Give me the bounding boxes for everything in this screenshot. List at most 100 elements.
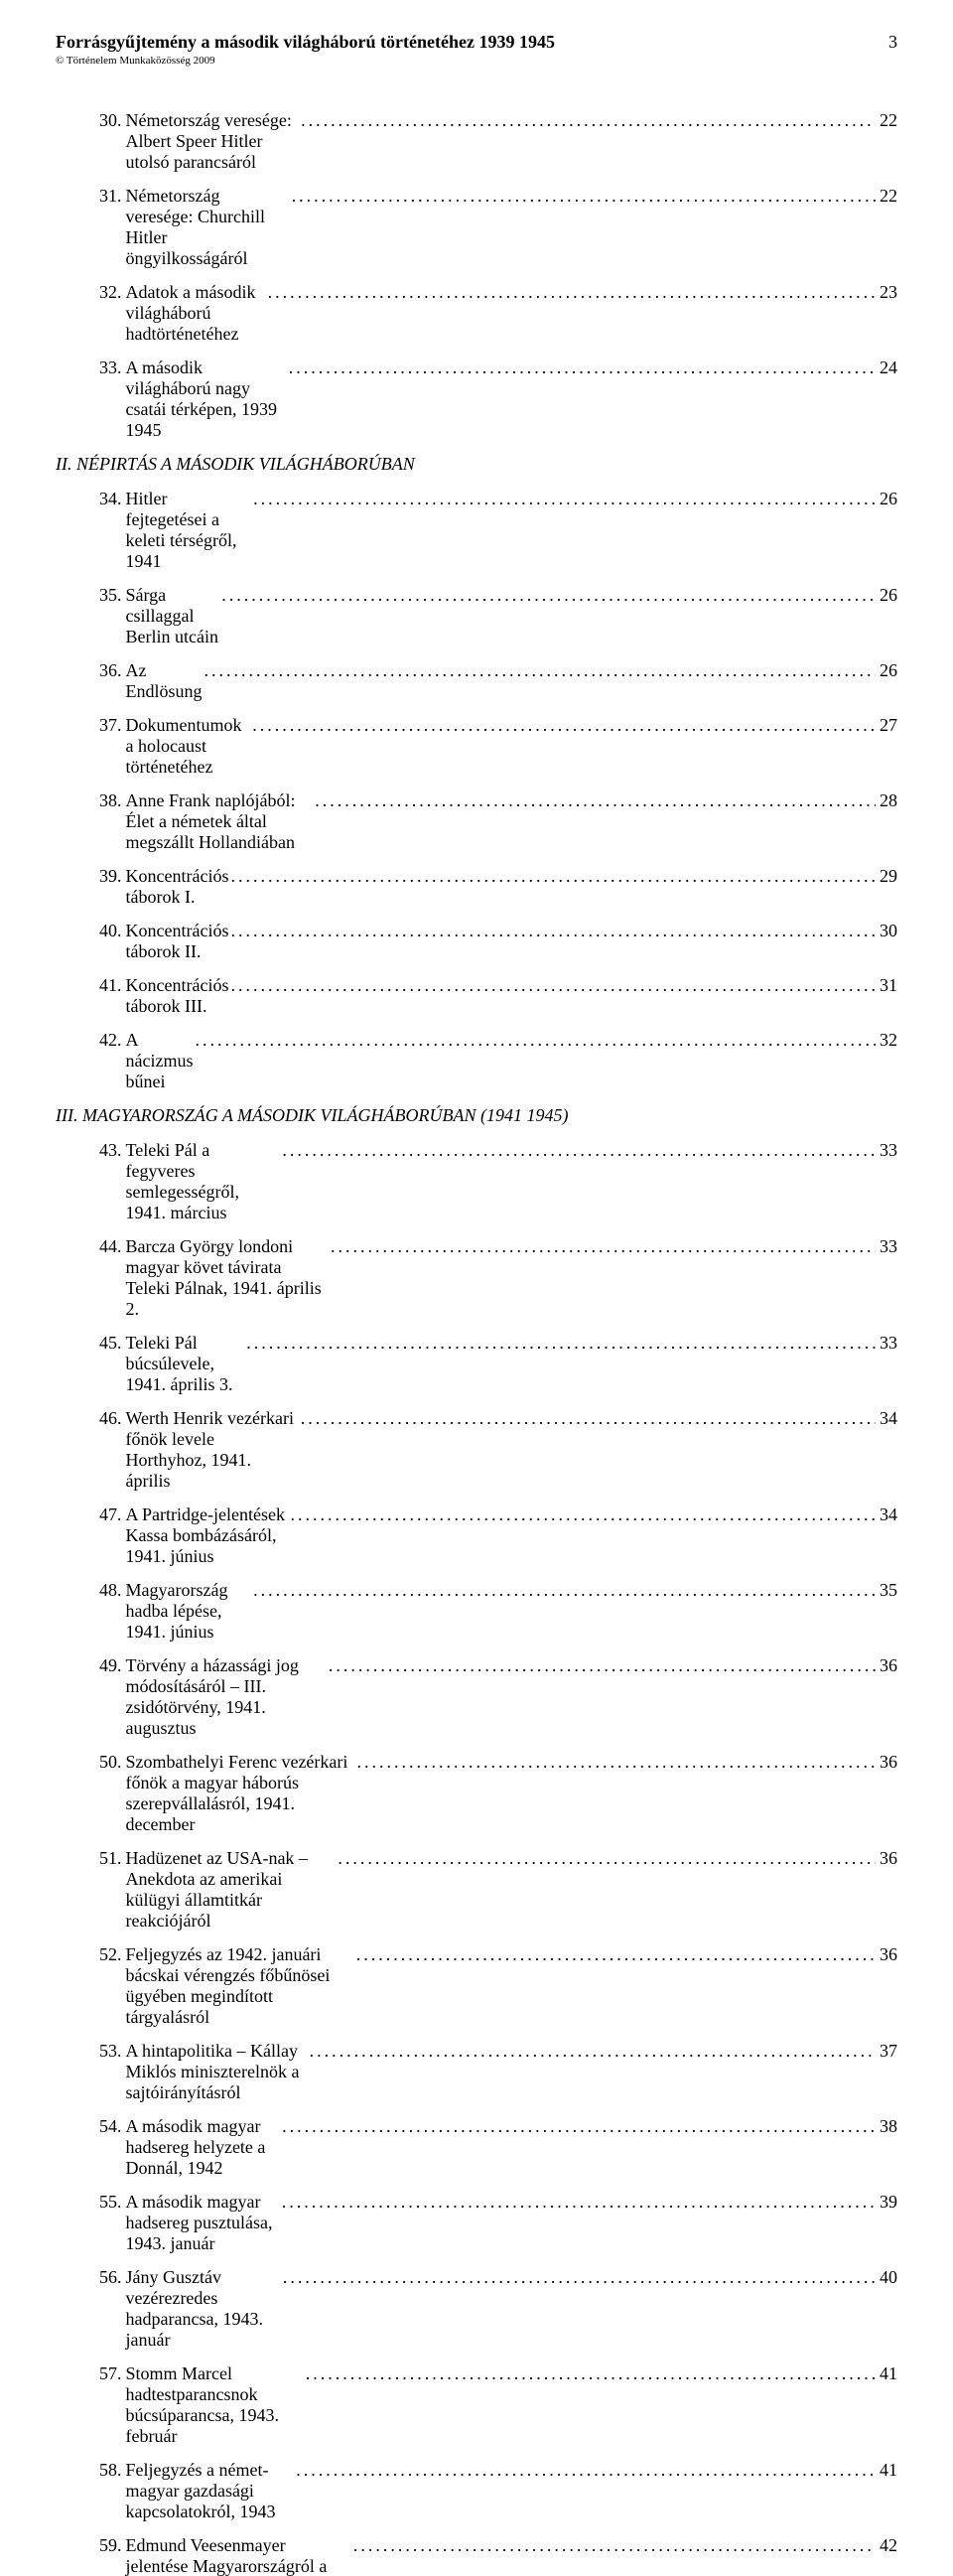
- toc-entry: 32.Adatok a második világháború hadtörté…: [56, 282, 897, 345]
- toc-entry-number: 41.: [99, 975, 122, 996]
- toc-leader-dots: ........................................…: [244, 1333, 876, 1354]
- toc-entry-text: Koncentrációs táborok III.: [126, 975, 229, 1017]
- toc-entry-page: 35: [876, 1580, 897, 1601]
- page-number: 3: [888, 32, 897, 53]
- toc-entry-page: 34: [876, 1408, 897, 1429]
- toc-entry-text: A második magyar hadsereg pusztulása, 19…: [126, 2192, 280, 2254]
- toc-entry: 52.Feljegyzés az 1942. januári bácskai v…: [56, 1944, 897, 2028]
- toc-entry-number: 34.: [99, 489, 122, 509]
- toc-leader-dots: ........................................…: [290, 186, 876, 207]
- toc-entry-number: 57.: [99, 2363, 122, 2384]
- toc-entry-text: Szombathelyi Ferenc vezérkari főnök a ma…: [126, 1752, 355, 1835]
- toc-leader-dots: ........................................…: [193, 1030, 876, 1051]
- toc-entry: 48.Magyarország hadba lépése, 1941. júni…: [56, 1580, 897, 1643]
- toc-entry-page: 31: [876, 975, 897, 996]
- toc-entry-number: 43.: [99, 1140, 122, 1161]
- toc-leader-dots: ........................................…: [299, 110, 876, 131]
- page-header: Forrásgyűjtemény a második világháború t…: [56, 32, 897, 53]
- toc-entry-number: 31.: [99, 186, 122, 207]
- toc-entry-page: 39: [876, 2192, 897, 2213]
- toc-leader-dots: ........................................…: [203, 660, 877, 681]
- toc-entry-text: Hadüzenet az USA-nak – Anekdota az ameri…: [126, 1848, 337, 1932]
- toc-entry-page: 32: [876, 1030, 897, 1051]
- toc-leader-dots: ........................................…: [250, 715, 876, 736]
- toc-leader-dots: ........................................…: [336, 1848, 876, 1869]
- toc-entry-text: Koncentrációs táborok I.: [126, 866, 229, 908]
- toc-entry: 39.Koncentrációs táborok I. ............…: [56, 866, 897, 908]
- toc-entry-text: A hintapolitika – Kállay Miklós miniszte…: [126, 2041, 308, 2103]
- toc-entry-page: 29: [876, 866, 897, 887]
- toc-leader-dots: ........................................…: [351, 2535, 876, 2556]
- toc-entry: 31.Németország veresége: Churchill Hitle…: [56, 186, 897, 269]
- toc-leader-dots: ........................................…: [228, 866, 876, 887]
- toc-entry-page: 40: [876, 2267, 897, 2288]
- toc-entry-page: 36: [876, 1752, 897, 1773]
- toc-entry-number: 55.: [99, 2192, 122, 2213]
- toc-entry-page: 41: [876, 2363, 897, 2384]
- toc-entry-number: 35.: [99, 585, 122, 606]
- toc-entry-page: 22: [876, 110, 897, 131]
- toc-leader-dots: ........................................…: [308, 2041, 876, 2062]
- toc-entry-text: Teleki Pál búcsúlevele, 1941. április 3.: [126, 1333, 245, 1395]
- toc-entry-number: 54.: [99, 2116, 122, 2137]
- toc-entry-page: 42: [876, 2535, 897, 2556]
- toc-entry-number: 46.: [99, 1408, 122, 1429]
- toc-entry-number: 51.: [99, 1848, 122, 1869]
- toc-entry-text: Anne Frank naplójából: Élet a németek ál…: [126, 790, 314, 853]
- toc-entry-page: 36: [876, 1944, 897, 1965]
- toc-entry: 42.A nácizmus bűnei.....................…: [56, 1030, 897, 1092]
- toc-entry-page: 23: [876, 282, 897, 303]
- toc-entry-text: Adatok a második világháború hadtörténet…: [126, 282, 266, 345]
- toc-entry: 41.Koncentrációs táborok III. ..........…: [56, 975, 897, 1017]
- toc-entry-text: Koncentrációs táborok II.: [126, 921, 229, 962]
- toc-entry-number: 45.: [99, 1333, 122, 1354]
- toc-leader-dots: ........................................…: [251, 489, 876, 509]
- toc-leader-dots: ........................................…: [281, 2267, 876, 2288]
- toc-entry: 49.Törvény a házassági jog módosításáról…: [56, 1655, 897, 1739]
- toc-entry: 35.Sárga csillaggal Berlin utcáin.......…: [56, 585, 897, 647]
- header-title: Forrásgyűjtemény a második világháború t…: [56, 32, 555, 53]
- toc-entry: 56.Jány Gusztáv vezérezredes hadparancsa…: [56, 2267, 897, 2351]
- toc-entry-number: 50.: [99, 1752, 122, 1773]
- toc-entry: 34.Hitler fejtegetései a keleti térségrő…: [56, 489, 897, 572]
- toc-entry-text: A második világháború nagy csatái térkép…: [126, 358, 287, 441]
- toc-leader-dots: ........................................…: [280, 2116, 876, 2137]
- toc-leader-dots: ........................................…: [228, 921, 876, 941]
- toc-entry-number: 39.: [99, 866, 122, 887]
- toc-entry-text: A nácizmus bűnei: [126, 1030, 194, 1092]
- toc-entry-number: 36.: [99, 660, 122, 681]
- toc-entry-text: Feljegyzés az 1942. januári bácskai vére…: [126, 1944, 354, 2028]
- toc-entry-page: 33: [876, 1236, 897, 1257]
- toc-entry-page: 26: [876, 660, 897, 681]
- toc-section-text: II. NÉPIRTÁS A MÁSODIK VILÁGHÁBORÚBAN: [56, 454, 897, 475]
- toc-entry-text: Sárga csillaggal Berlin utcáin: [126, 585, 220, 647]
- toc-entry-page: 26: [876, 585, 897, 606]
- toc-entry: 51.Hadüzenet az USA-nak – Anekdota az am…: [56, 1848, 897, 1932]
- toc-entry-number: 59.: [99, 2535, 122, 2556]
- toc-leader-dots: ........................................…: [219, 585, 876, 606]
- toc-entry-page: 34: [876, 1504, 897, 1525]
- toc-entry: 40.Koncentrációs táborok II. ...........…: [56, 921, 897, 962]
- toc-entry-text: Stomm Marcel hadtestparancsnok búcsúpara…: [126, 2363, 304, 2447]
- toc-entry-number: 32.: [99, 282, 122, 303]
- toc-entry: 55.A második magyar hadsereg pusztulása,…: [56, 2192, 897, 2254]
- toc-entry-number: 30.: [99, 110, 122, 131]
- toc-section-heading: III. MAGYARORSZÁG A MÁSODIK VILÁGHÁBORÚB…: [56, 1105, 897, 1126]
- toc-entry: 53.A hintapolitika – Kállay Miklós minis…: [56, 2041, 897, 2103]
- toc-leader-dots: ........................................…: [304, 2363, 876, 2384]
- toc-entry-page: 28: [876, 790, 897, 811]
- toc-entry-text: Magyarország hadba lépése, 1941. június: [126, 1580, 252, 1643]
- toc-leader-dots: ........................................…: [294, 2460, 876, 2481]
- toc-entry: 57.Stomm Marcel hadtestparancsnok búcsúp…: [56, 2363, 897, 2447]
- toc-entry-page: 36: [876, 1848, 897, 1869]
- toc-entry-page: 27: [876, 715, 897, 736]
- toc-leader-dots: ........................................…: [313, 790, 876, 811]
- toc-entry-text: Az Endlösung: [126, 660, 203, 702]
- toc-entry-page: 38: [876, 2116, 897, 2137]
- toc-entry-text: Hitler fejtegetései a keleti térségről, …: [126, 489, 252, 572]
- toc-entry-number: 38.: [99, 790, 122, 811]
- toc-entry-number: 47.: [99, 1504, 122, 1525]
- toc-entry-page: 33: [876, 1140, 897, 1161]
- toc-leader-dots: ........................................…: [329, 1236, 876, 1257]
- toc-entry: 59.Edmund Veesenmayer jelentése Magyaror…: [56, 2535, 897, 2576]
